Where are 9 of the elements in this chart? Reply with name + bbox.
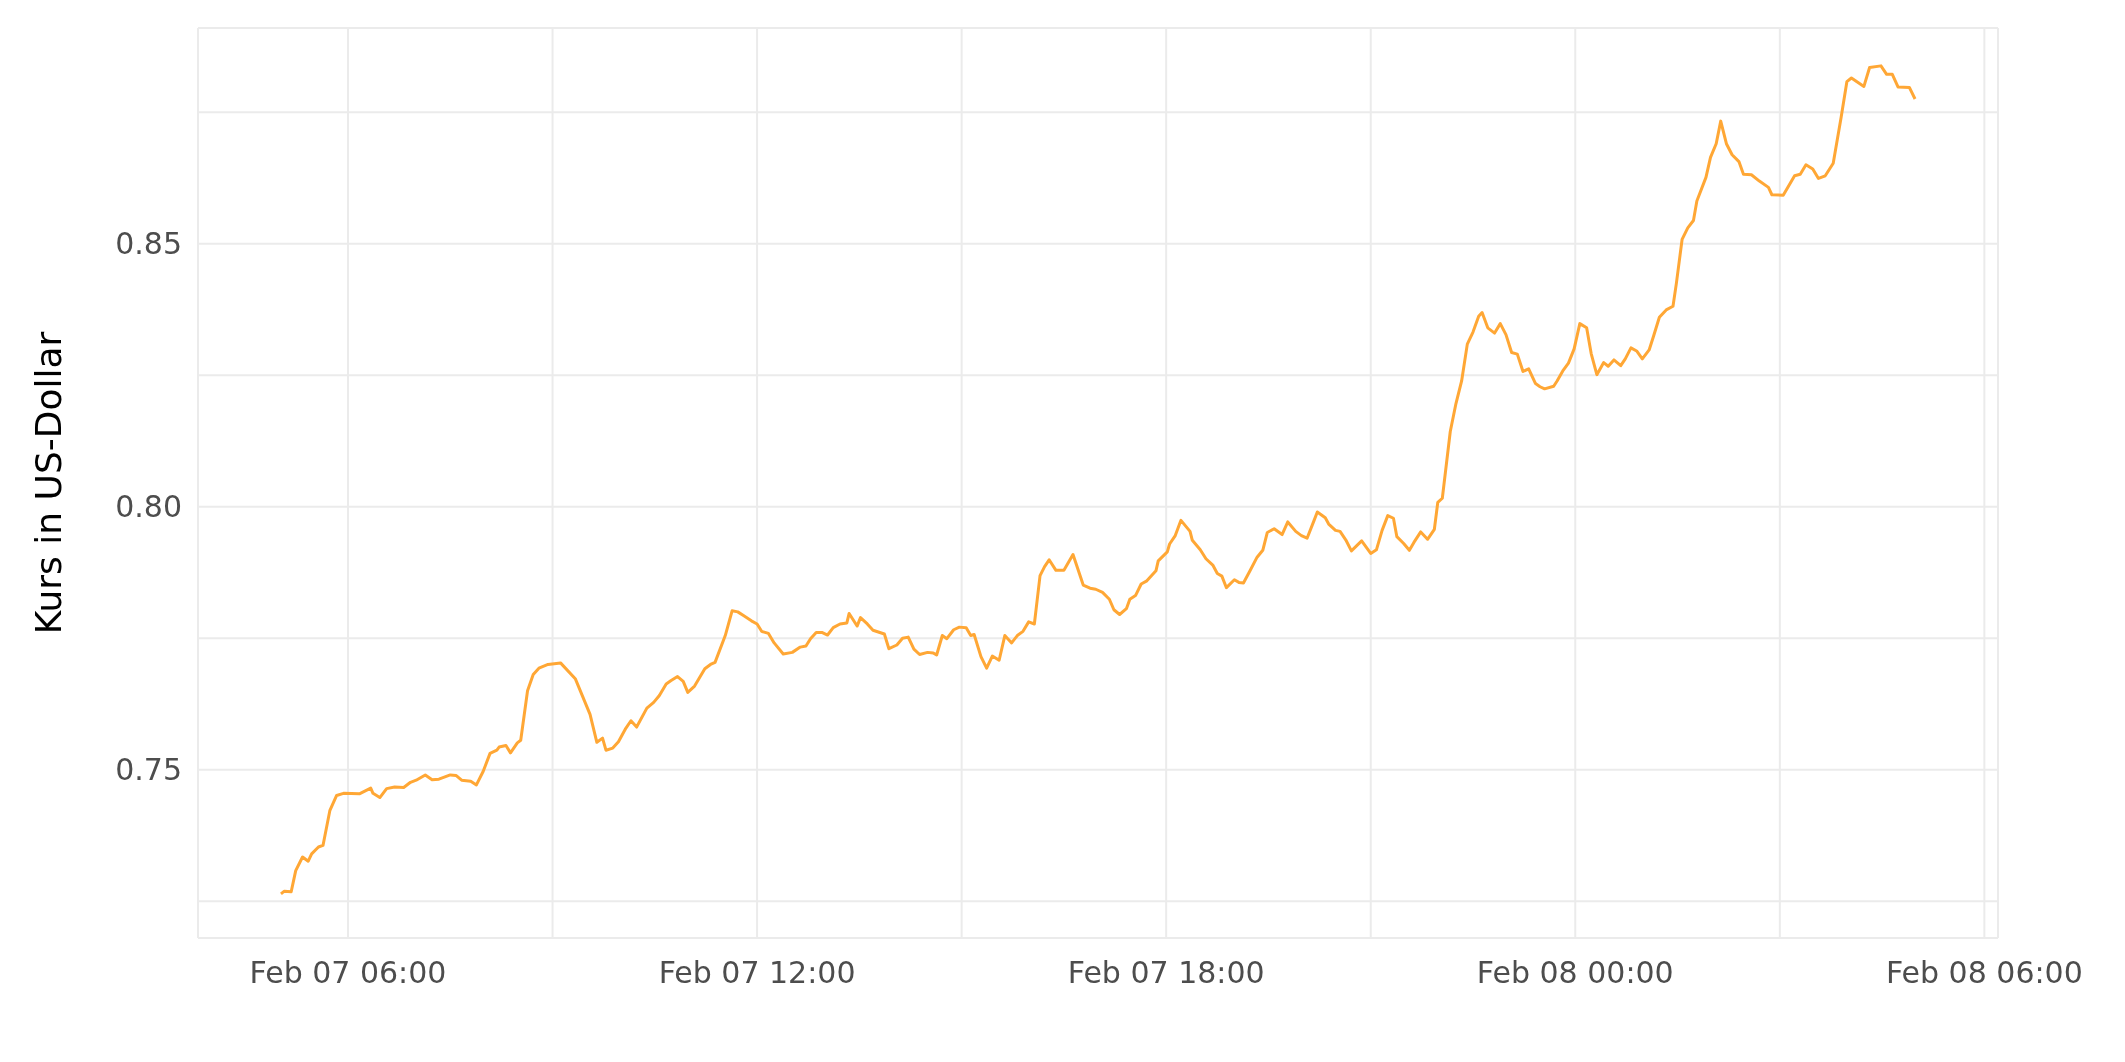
x-tick-label: Feb 07 06:00 (249, 955, 447, 991)
y-tick-label: 0.85 (115, 226, 182, 262)
x-tick-label: Feb 08 00:00 (1476, 955, 1674, 991)
x-tick-label: Feb 07 18:00 (1067, 955, 1265, 991)
y-axis-title: Kurs in US-Dollar (27, 331, 69, 635)
y-tick-label: 0.80 (115, 489, 182, 525)
x-tick-label: Feb 07 12:00 (658, 955, 856, 991)
y-tick-label: 0.75 (115, 752, 182, 788)
x-tick-label: Feb 08 06:00 (1885, 955, 2083, 991)
